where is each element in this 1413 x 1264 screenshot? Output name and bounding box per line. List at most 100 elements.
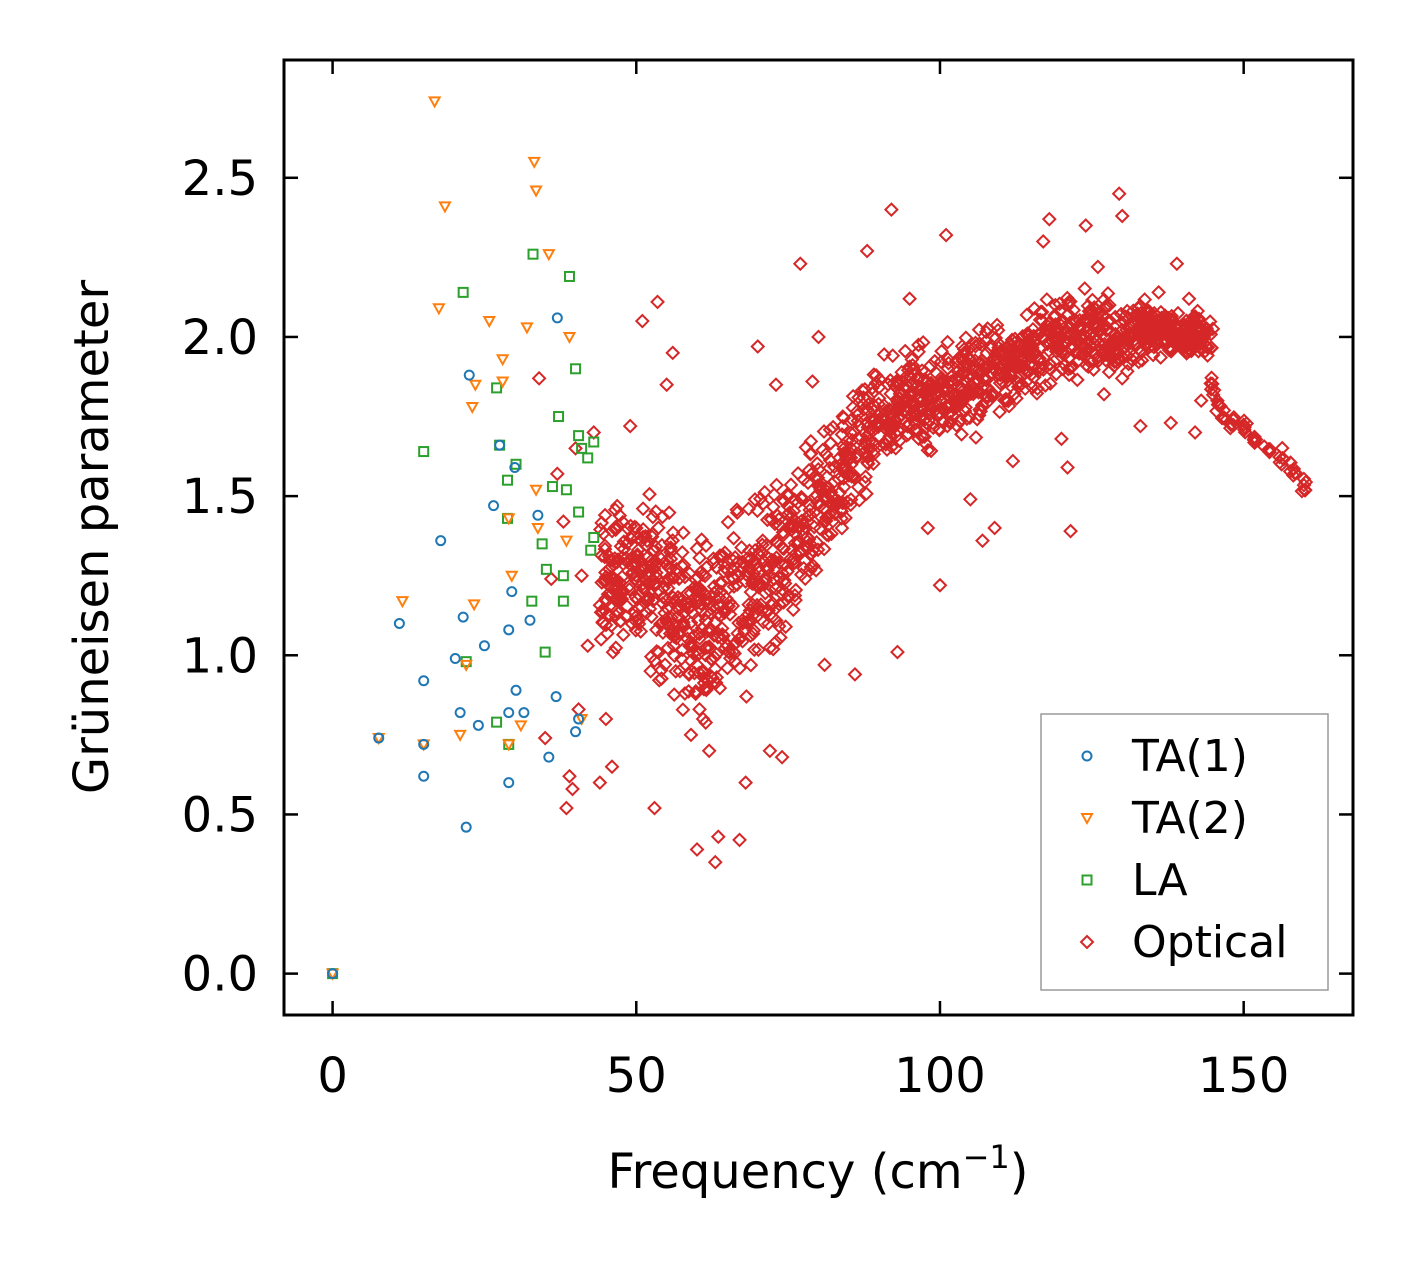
optical-point [1052,323,1068,339]
ta2-point [562,331,577,345]
optical-point [1077,281,1093,297]
optical-point [598,617,614,633]
optical-point [1035,234,1051,249]
optical-point [1146,305,1162,321]
data-points-layer [325,96,1314,981]
optical-point [1085,330,1101,346]
optical-point [555,514,571,529]
optical-point [657,657,673,673]
ta2-point [432,303,446,316]
optical-point [812,521,828,536]
optical-point [790,535,806,551]
optical-point [688,683,704,699]
optical-point [1030,364,1046,379]
optical-point [1163,342,1179,358]
ta2-point [468,379,483,392]
optical-point [776,541,792,557]
optical-point [738,574,753,589]
optical-point [660,571,676,586]
optical-point [645,509,661,525]
optical-point [746,566,762,582]
ta1-point [510,684,522,696]
optical-point [792,546,808,562]
optical-point [1054,431,1069,447]
la-point [582,452,594,464]
optical-point [623,531,639,547]
la-point [502,474,514,486]
optical-point [802,502,818,518]
ta1-point [570,726,582,738]
optical-point [648,539,664,555]
optical-point [1019,307,1035,323]
optical-point [1037,378,1053,393]
optical-point [597,565,613,580]
optical-point [637,528,653,544]
optical-point [1002,342,1018,358]
optical-point [1101,364,1117,380]
la-point [526,595,538,607]
optical-point [1114,370,1130,386]
optical-point [717,605,732,621]
y-tick-label: 1.5 [182,469,258,525]
la-point [491,382,503,394]
optical-point [662,541,678,557]
la-point [576,442,588,454]
optical-point [659,552,675,568]
la-point [527,248,539,260]
optical-point [815,442,831,458]
optical-point [642,601,658,617]
optical-point [1063,523,1078,539]
optical-point [675,525,691,541]
optical-point [1215,410,1231,426]
optical-point [637,547,652,563]
optical-point [537,730,553,746]
optical-point [597,549,613,565]
optical-point [648,556,664,572]
optical-point [760,616,776,632]
optical-point [754,602,770,618]
optical-point [822,496,838,511]
optical-point [790,495,806,510]
optical-point [721,645,737,661]
optical-point [1169,256,1185,272]
optical-point [655,625,671,641]
optical-point [595,526,611,542]
optical-point [624,616,640,632]
optical-point [817,657,832,673]
optical-point [665,616,680,632]
optical-point [701,673,717,688]
optical-point [692,550,708,566]
optical-point [565,781,580,797]
optical-point [1163,415,1179,431]
optical-point [650,294,665,310]
ta2-point [542,249,556,262]
optical-point [1097,301,1113,316]
la-point [539,646,551,658]
optical-point [858,448,874,464]
ta1-point [457,611,469,623]
x-axis-title-close: ) [1010,1144,1029,1200]
optical-point [660,640,676,656]
optical-point [938,227,954,243]
optical-point [949,417,964,433]
optical-point [738,689,754,704]
optical-point [1060,460,1075,475]
ta1-point [543,751,555,763]
optical-point [672,663,688,679]
optical-point [734,540,749,555]
optical-point [847,468,862,484]
optical-point [663,551,679,567]
y-axis-title: Grüneisen parameter [64,280,120,795]
legend: TA(1) TA(2) LA Optical [1040,713,1329,991]
optical-point [722,606,738,622]
optical-point [604,759,620,775]
optical-point [725,553,741,569]
optical-point [759,512,775,528]
optical-point [1041,211,1057,227]
optical-point [674,544,690,560]
optical-point [653,662,669,678]
ta1-point [418,675,430,687]
ta2-point [502,513,516,526]
optical-point [698,715,714,730]
optical-point [607,592,623,608]
